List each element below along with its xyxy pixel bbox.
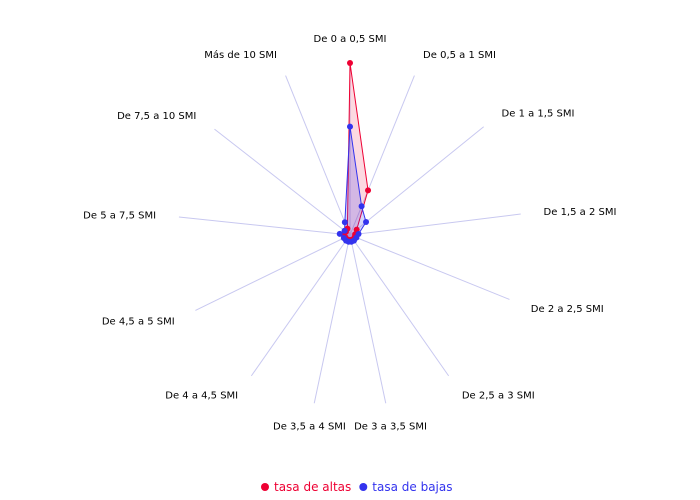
legend-marker (261, 483, 269, 491)
category-label: De 4 a 4,5 SMI (165, 391, 238, 402)
legend-item[interactable]: tasa de altas (261, 480, 351, 494)
category-labels: De 0 a 0,5 SMI De 0,5 a 1 SMI De 1 a 1,5 S… (83, 34, 616, 433)
legend-label: tasa de bajas (372, 480, 452, 494)
legend-marker (359, 483, 368, 491)
category-label: De 1 a 1,5 SMI (502, 108, 575, 119)
category-label: De 3 a 3,5 SMI (354, 422, 427, 433)
axis-spoke (313, 234, 351, 404)
category-label: De 4,5 a 5 SMI (102, 316, 175, 327)
data-point (347, 60, 353, 66)
category-label: De 2,5 a 3 SMI (462, 391, 535, 402)
category-label: De 1,5 a 2 SMI (544, 207, 617, 218)
radar-series (336, 60, 372, 245)
axis-spoke (349, 234, 510, 300)
axis-spoke (285, 75, 351, 236)
axis-spoke (178, 216, 351, 236)
data-point (347, 123, 353, 130)
legend-item[interactable]: tasa de bajas (359, 480, 453, 494)
legend-label: tasa de altas (274, 480, 351, 494)
axis-spoke (349, 234, 450, 377)
category-label: De 5 a 7,5 SMI (83, 211, 156, 222)
data-point (336, 230, 343, 237)
data-point (365, 187, 372, 194)
data-point (341, 227, 348, 234)
axis-spoke (195, 234, 351, 311)
category-label: De 0,5 a 1 SMI (423, 50, 496, 61)
category-label: Más de 10 SMI (204, 49, 277, 61)
category-label: De 3,5 a 4 SMI (273, 422, 346, 433)
radar-axes (178, 63, 521, 404)
legend: tasa de altas tasa de bajas (261, 480, 453, 494)
axis-spoke (349, 126, 484, 236)
data-point (341, 219, 348, 226)
category-label: De 7,5 a 10 SMI (117, 111, 196, 122)
axis-spoke (214, 128, 351, 236)
data-point (340, 235, 347, 242)
data-point (358, 203, 365, 210)
category-label: De 0 a 0,5 SMI (314, 34, 387, 45)
data-point (363, 219, 370, 226)
axis-spoke (349, 234, 387, 404)
axis-spoke (250, 234, 351, 377)
category-label: De 2 a 2,5 SMI (531, 304, 604, 315)
axis-spoke (349, 213, 521, 236)
